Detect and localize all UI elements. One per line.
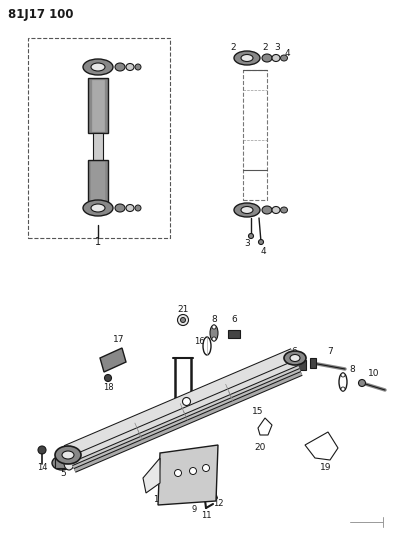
- Text: 6: 6: [291, 348, 297, 357]
- Circle shape: [248, 233, 253, 238]
- Text: 17: 17: [113, 335, 125, 344]
- Bar: [92, 80, 104, 131]
- Ellipse shape: [64, 456, 74, 470]
- Text: 4: 4: [284, 49, 290, 58]
- Text: 5: 5: [60, 470, 66, 479]
- Text: 8: 8: [349, 366, 355, 375]
- Text: 21: 21: [177, 305, 189, 314]
- Text: 3: 3: [274, 43, 280, 52]
- Circle shape: [163, 486, 171, 494]
- Ellipse shape: [83, 200, 113, 216]
- Ellipse shape: [284, 351, 306, 365]
- Polygon shape: [143, 458, 160, 493]
- Ellipse shape: [83, 59, 113, 75]
- Ellipse shape: [135, 205, 141, 211]
- Text: 13: 13: [153, 496, 163, 505]
- Ellipse shape: [126, 63, 134, 70]
- Text: 8: 8: [211, 316, 217, 325]
- Text: 14: 14: [37, 464, 47, 472]
- Ellipse shape: [115, 204, 125, 212]
- Circle shape: [189, 467, 196, 474]
- Ellipse shape: [234, 203, 260, 217]
- Circle shape: [211, 489, 217, 495]
- Circle shape: [192, 496, 198, 502]
- Text: 6: 6: [231, 316, 237, 325]
- Bar: [55, 458, 69, 468]
- Text: 3: 3: [244, 239, 250, 248]
- Circle shape: [212, 325, 216, 329]
- Circle shape: [341, 373, 345, 377]
- Text: 2: 2: [230, 44, 236, 52]
- Circle shape: [180, 318, 185, 322]
- Ellipse shape: [281, 207, 288, 213]
- Ellipse shape: [62, 451, 74, 459]
- Text: 20: 20: [254, 443, 266, 453]
- Text: 9: 9: [191, 505, 196, 513]
- Text: 7: 7: [327, 348, 333, 357]
- Bar: [243, 70, 267, 200]
- Text: 15: 15: [252, 408, 264, 416]
- Ellipse shape: [126, 205, 134, 212]
- Ellipse shape: [241, 54, 253, 61]
- Bar: [292, 360, 306, 370]
- Bar: [28, 38, 170, 238]
- Ellipse shape: [272, 54, 280, 61]
- Circle shape: [341, 387, 345, 391]
- Ellipse shape: [210, 325, 218, 341]
- Bar: [310, 358, 316, 368]
- Ellipse shape: [55, 446, 81, 464]
- Ellipse shape: [241, 206, 253, 214]
- Text: 12: 12: [213, 498, 223, 507]
- Bar: [88, 78, 108, 133]
- Ellipse shape: [262, 54, 272, 62]
- Circle shape: [178, 314, 189, 326]
- Ellipse shape: [281, 55, 288, 61]
- Text: 18: 18: [103, 384, 113, 392]
- Bar: [93, 133, 103, 168]
- Ellipse shape: [290, 354, 300, 361]
- Circle shape: [358, 379, 365, 386]
- Circle shape: [38, 446, 46, 454]
- Circle shape: [174, 470, 182, 477]
- Circle shape: [182, 398, 191, 406]
- Ellipse shape: [234, 51, 260, 65]
- Text: 10: 10: [368, 368, 380, 377]
- Ellipse shape: [135, 64, 141, 70]
- Ellipse shape: [115, 63, 125, 71]
- Bar: [88, 160, 108, 202]
- Polygon shape: [158, 445, 218, 505]
- Text: 2: 2: [262, 43, 268, 52]
- Text: 16: 16: [194, 337, 204, 346]
- Ellipse shape: [91, 63, 105, 71]
- Circle shape: [202, 464, 209, 472]
- Bar: [228, 330, 240, 338]
- Ellipse shape: [91, 204, 105, 212]
- Circle shape: [105, 375, 112, 382]
- Ellipse shape: [272, 206, 280, 214]
- Circle shape: [212, 337, 216, 341]
- Ellipse shape: [262, 206, 272, 214]
- Bar: [91, 162, 105, 200]
- Ellipse shape: [52, 456, 72, 470]
- Circle shape: [259, 239, 263, 245]
- Text: 1: 1: [95, 237, 101, 247]
- Text: 19: 19: [320, 464, 332, 472]
- Polygon shape: [100, 348, 126, 372]
- Text: 4: 4: [260, 247, 266, 256]
- Text: 81J17 100: 81J17 100: [8, 8, 73, 21]
- Text: 11: 11: [201, 511, 211, 520]
